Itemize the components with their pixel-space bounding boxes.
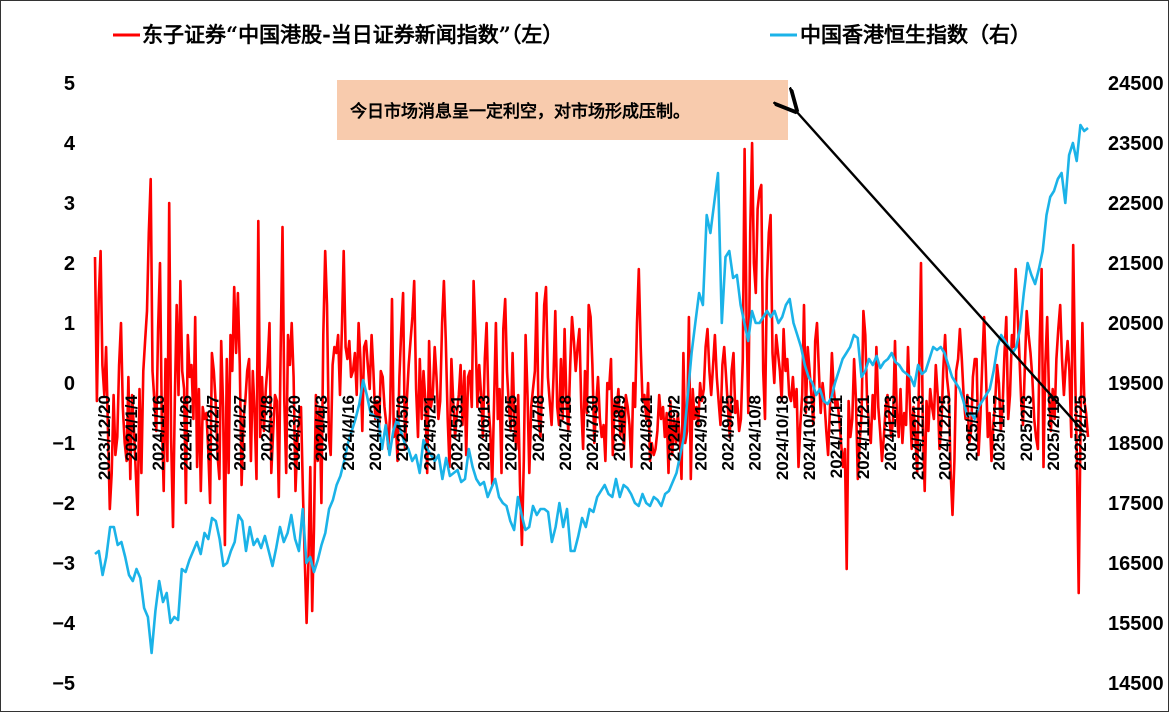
right-tick-label: 23500 bbox=[1108, 133, 1164, 155]
left-tick-label: −1 bbox=[52, 433, 75, 455]
x-tick-label: 2024/4/26 bbox=[366, 395, 385, 471]
x-tick-label: 2025/2/25 bbox=[1071, 395, 1090, 471]
x-tick-label: 2024/1/4 bbox=[122, 394, 141, 461]
plot-area bbox=[93, 123, 1090, 655]
left-tick-label: 4 bbox=[64, 133, 76, 155]
x-tick-label: 2024/2/7 bbox=[203, 395, 222, 461]
x-axis-ticks: 2023/12/20 2024/1/4 2024/1/16 2024/1/26 2024… bbox=[95, 394, 1090, 480]
right-tick-label: 16500 bbox=[1108, 553, 1164, 575]
x-tick-label: 2024/9/25 bbox=[719, 395, 738, 471]
x-tick-label: 2024/10/30 bbox=[800, 395, 819, 480]
right-tick-label: 15500 bbox=[1108, 613, 1164, 635]
left-tick-label: −5 bbox=[52, 673, 75, 695]
x-tick-label: 2024/5/9 bbox=[393, 395, 412, 461]
left-tick-label: 5 bbox=[64, 73, 75, 95]
x-tick-label: 2024/7/30 bbox=[583, 395, 602, 471]
series-line-hang-seng bbox=[94, 123, 1089, 655]
x-tick-label: 2024/11/11 bbox=[827, 395, 846, 478]
x-tick-label: 2024/5/31 bbox=[447, 395, 466, 471]
right-tick-label: 21500 bbox=[1108, 253, 1164, 275]
legend-label-news-index: 东子证券“中国港股-当日证券新闻指数”（左） bbox=[142, 22, 563, 47]
annotation-box bbox=[337, 80, 788, 140]
right-tick-label: 14500 bbox=[1108, 673, 1164, 695]
x-tick-label: 2024/9/13 bbox=[691, 395, 710, 471]
series-line-news-index bbox=[93, 141, 1090, 625]
x-tick-label: 2024/8/21 bbox=[637, 395, 656, 471]
left-tick-label: −3 bbox=[52, 553, 75, 575]
x-tick-label: 2024/10/8 bbox=[746, 395, 765, 471]
x-tick-label: 2024/12/25 bbox=[935, 395, 954, 480]
x-tick-label: 2025/1/17 bbox=[990, 395, 1009, 471]
left-tick-label: −2 bbox=[52, 493, 75, 515]
x-tick-label: 2024/4/16 bbox=[339, 395, 358, 471]
annotation-arrow bbox=[796, 111, 1085, 433]
legend: 东子证券“中国港股-当日证券新闻指数”（左） 中国香港恒生指数（右） bbox=[113, 22, 1031, 47]
left-tick-label: 3 bbox=[64, 193, 75, 215]
right-tick-label: 17500 bbox=[1108, 493, 1164, 515]
annotation: 今日市场消息呈一定利空，对市场形成压制。 bbox=[337, 80, 1085, 433]
right-axis-ticks: 24500 23500 22500 21500 20500 19500 18500 17500… bbox=[1108, 73, 1164, 695]
right-tick-label: 18500 bbox=[1108, 433, 1164, 455]
x-tick-label: 2024/11/21 bbox=[854, 395, 873, 479]
x-tick-label: 2024/12/3 bbox=[881, 395, 900, 471]
x-tick-label: 2024/10/18 bbox=[773, 395, 792, 480]
x-tick-label: 2024/9/2 bbox=[664, 395, 683, 461]
x-tick-label: 2024/1/16 bbox=[149, 395, 168, 471]
left-tick-label: 0 bbox=[64, 373, 75, 395]
x-tick-label: 2024/12/13 bbox=[908, 395, 927, 480]
x-tick-label: 2024/1/26 bbox=[176, 395, 195, 471]
x-tick-label: 2024/7/18 bbox=[556, 395, 575, 471]
x-tick-label: 2024/7/8 bbox=[529, 395, 548, 461]
left-axis-ticks: 5 4 3 2 1 0 −1 −2 −3 −4 −5 bbox=[52, 73, 76, 695]
x-tick-label: 2025/2/3 bbox=[1017, 395, 1036, 461]
x-tick-label: 2025/2/13 bbox=[1044, 395, 1063, 471]
x-tick-label: 2024/5/21 bbox=[420, 395, 439, 471]
right-tick-label: 20500 bbox=[1108, 313, 1164, 335]
right-tick-label: 22500 bbox=[1108, 193, 1164, 215]
x-tick-label: 2024/3/20 bbox=[285, 395, 304, 471]
x-tick-label: 2024/6/13 bbox=[475, 395, 494, 471]
x-tick-label: 2024/3/8 bbox=[258, 395, 277, 461]
x-tick-label: 2023/12/20 bbox=[95, 395, 114, 480]
x-tick-label: 2024/8/9 bbox=[610, 395, 629, 461]
x-tick-label: 2024/2/27 bbox=[231, 395, 250, 471]
left-tick-label: −4 bbox=[52, 613, 76, 635]
right-tick-label: 24500 bbox=[1108, 73, 1164, 95]
left-tick-label: 1 bbox=[64, 313, 75, 335]
x-tick-label: 2025/1/7 bbox=[963, 395, 982, 461]
legend-label-hang-seng: 中国香港恒生指数（右） bbox=[800, 22, 1031, 47]
left-tick-label: 2 bbox=[64, 253, 75, 275]
x-tick-label: 2024/6/25 bbox=[502, 395, 521, 471]
annotation-text: 今日市场消息呈一定利空，对市场形成压制。 bbox=[350, 101, 690, 122]
right-tick-label: 19500 bbox=[1108, 373, 1164, 395]
x-tick-label: 2024/4/3 bbox=[312, 395, 331, 461]
